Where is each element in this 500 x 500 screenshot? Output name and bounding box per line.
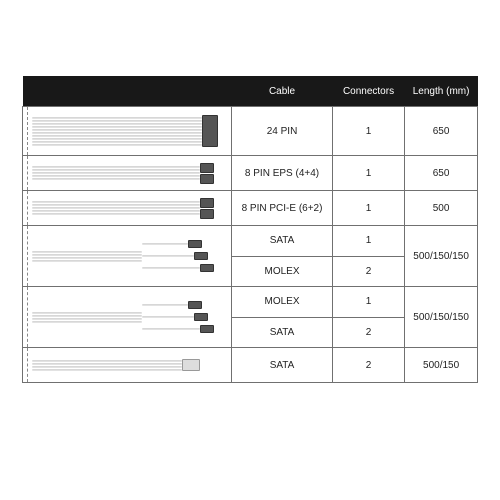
cable-image-cell xyxy=(23,156,232,191)
connectors-cell: 1 xyxy=(332,287,404,318)
col-length: Length (mm) xyxy=(405,76,478,107)
connectors-cell: 1 xyxy=(332,226,404,257)
connectors-cell: 1 xyxy=(332,107,404,156)
cable-type-cell: SATA xyxy=(232,348,333,383)
length-cell: 500 xyxy=(405,191,478,226)
col-image xyxy=(23,76,232,107)
table-row: MOLEX1500/150/150 xyxy=(23,287,478,318)
table-row: 8 PIN PCI-E (6+2)1500 xyxy=(23,191,478,226)
cable-image-cell xyxy=(23,287,232,348)
connectors-cell: 2 xyxy=(332,348,404,383)
cable-type-cell: 24 PIN xyxy=(232,107,333,156)
cable-type-cell: 8 PIN EPS (4+4) xyxy=(232,156,333,191)
col-connectors: Connectors xyxy=(332,76,404,107)
length-cell: 650 xyxy=(405,156,478,191)
cable-type-cell: SATA xyxy=(232,226,333,257)
length-cell: 500/150/150 xyxy=(405,226,478,287)
cable-spec-table: Cable Connectors Length (mm) 24 PIN16508… xyxy=(22,76,478,383)
connectors-cell: 2 xyxy=(332,317,404,348)
cable-image-cell xyxy=(23,107,232,156)
table-row: 24 PIN1650 xyxy=(23,107,478,156)
connectors-cell: 1 xyxy=(332,156,404,191)
length-cell: 500/150 xyxy=(405,348,478,383)
cable-type-cell: MOLEX xyxy=(232,287,333,318)
cable-type-cell: MOLEX xyxy=(232,256,333,287)
table-row: 8 PIN EPS (4+4)1650 xyxy=(23,156,478,191)
cable-image-cell xyxy=(23,348,232,383)
cable-image-cell xyxy=(23,226,232,287)
length-cell: 500/150/150 xyxy=(405,287,478,348)
table-row: SATA2500/150 xyxy=(23,348,478,383)
cable-type-cell: SATA xyxy=(232,317,333,348)
col-cable: Cable xyxy=(232,76,333,107)
length-cell: 650 xyxy=(405,107,478,156)
cable-image-cell xyxy=(23,191,232,226)
connectors-cell: 1 xyxy=(332,191,404,226)
connectors-cell: 2 xyxy=(332,256,404,287)
cable-type-cell: 8 PIN PCI-E (6+2) xyxy=(232,191,333,226)
table-header-row: Cable Connectors Length (mm) xyxy=(23,76,478,107)
table-row: SATA1500/150/150 xyxy=(23,226,478,257)
